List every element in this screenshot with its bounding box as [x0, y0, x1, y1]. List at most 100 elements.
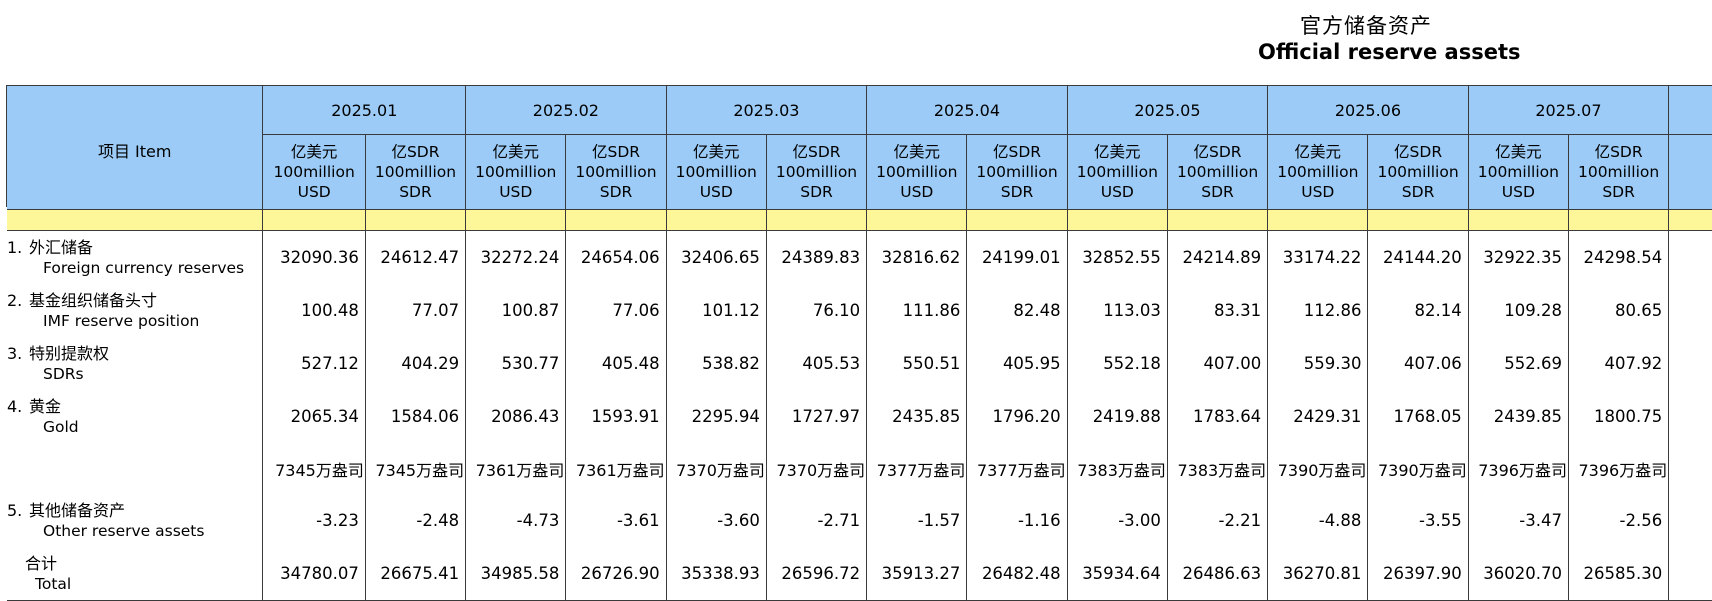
- sdr-unit-l3: SDR: [1201, 183, 1234, 201]
- usd-unit-l1: 亿美元: [492, 143, 539, 161]
- sdr-value-cell: 7390万盎司: [1367, 443, 1469, 494]
- sdr-value-cell: 24199.01: [966, 230, 1068, 284]
- filler-cell: [1668, 337, 1712, 390]
- month-header: 2025.07: [1467, 86, 1669, 135]
- usd-value-cell: 2295.94: [665, 390, 767, 443]
- usd-unit-l1: 亿美元: [290, 143, 338, 161]
- sdr-value-cell: 24298.54: [1567, 230, 1669, 284]
- filler-cell: [1668, 284, 1712, 337]
- usd-unit-l3: USD: [900, 183, 934, 201]
- sdr-value-cell: 24389.83: [765, 230, 867, 284]
- usd-value-cell: 33174.22: [1267, 230, 1368, 284]
- sdr-unit-l2: 100million: [775, 163, 858, 181]
- usd-value-cell: 559.30: [1267, 337, 1368, 390]
- month-header: 2025.02: [465, 86, 667, 135]
- sdr-value-cell: 7396万盎司: [1567, 443, 1669, 494]
- table-row: 7345万盎司 7345万盎司 7361万盎司 7361万盎司 7370万盎司 7370万…: [7, 443, 1712, 494]
- usd-unit-header: 亿美元 100million USD: [1467, 134, 1569, 210]
- table-row: 2. 基金组织储备头寸 IMF reserve position 100.48 77.0…: [7, 284, 1712, 337]
- month-header: 2025.06: [1267, 86, 1469, 135]
- row-number: 2.: [7, 290, 23, 310]
- sdr-unit-l1: 亿SDR: [591, 143, 641, 161]
- table-row: 5. 其他储备资产 Other reserve assets -3.23 -2.48 -4…: [7, 494, 1712, 547]
- usd-value-cell: 552.18: [1066, 337, 1168, 390]
- usd-value-cell: 32852.55: [1066, 230, 1168, 284]
- header-filler: [1668, 86, 1712, 135]
- table-row: 合计 Total 34780.07 26675.41 34985.58 26726.90 3…: [7, 547, 1712, 601]
- sdr-value-cell: 7345万盎司: [364, 443, 466, 494]
- sdr-value-cell: 1783.64: [1166, 390, 1268, 443]
- usd-unit-l2: 100million: [876, 163, 958, 181]
- table-row: 4. 黄金 Gold 2065.34 1584.06 2086.43 1593.91 2295…: [7, 390, 1712, 443]
- usd-unit-l1: 亿美元: [1094, 143, 1141, 161]
- sdr-value-cell: 405.95: [966, 337, 1068, 390]
- sdr-unit-l1: 亿SDR: [391, 143, 440, 161]
- row-label-zh-text: 其他储备资产: [29, 500, 126, 520]
- sdr-value-cell: 405.53: [765, 337, 867, 390]
- table-row: 3. 特别提款权 SDRs 527.12 404.29 530.77 405.48 538.8…: [7, 337, 1712, 390]
- sdr-unit-l3: SDR: [399, 183, 432, 201]
- usd-unit-l3: USD: [1301, 183, 1335, 201]
- usd-value-cell: 32272.24: [465, 230, 566, 284]
- usd-value-cell: 7383万盎司: [1066, 443, 1168, 494]
- usd-unit-l2: 100million: [675, 163, 757, 181]
- usd-value-cell: 527.12: [262, 337, 366, 390]
- usd-value-cell: 100.48: [262, 284, 366, 337]
- row-label-en: SDRs: [43, 364, 84, 383]
- sdr-unit-l2: 100million: [374, 163, 457, 181]
- table-row: 1. 外汇储备 Foreign currency reserves 32090.36 2…: [7, 230, 1712, 284]
- usd-value-cell: 2065.34: [262, 390, 366, 443]
- sdr-value-cell: -1.16: [966, 494, 1068, 547]
- row-label-zh: 2. 基金组织储备头寸: [7, 291, 262, 311]
- usd-value-cell: 35913.27: [866, 547, 967, 601]
- usd-unit-l3: USD: [1100, 183, 1134, 201]
- row-label-zh-text: 黄金: [29, 396, 62, 416]
- usd-value-cell: 113.03: [1066, 284, 1168, 337]
- usd-value-cell: 2435.85: [866, 390, 967, 443]
- sdr-unit-header: 亿SDR 100million SDR: [966, 134, 1068, 210]
- usd-value-cell: -4.73: [465, 494, 566, 547]
- usd-unit-header: 亿美元 100million USD: [665, 134, 767, 210]
- row-label-zh-text: 合计: [25, 553, 58, 573]
- sdr-value-cell: 405.48: [565, 337, 667, 390]
- sdr-value-cell: 407.00: [1166, 337, 1268, 390]
- header-filler: [1668, 134, 1712, 210]
- sdr-unit-header: 亿SDR 100million SDR: [364, 134, 466, 210]
- usd-unit-header: 亿美元 100million USD: [866, 134, 967, 210]
- usd-unit-header: 亿美元 100million USD: [465, 134, 566, 210]
- usd-unit-header: 亿美元 100million USD: [1066, 134, 1168, 210]
- usd-unit-l2: 100million: [1477, 163, 1559, 181]
- filler-cell: [1668, 494, 1712, 547]
- sdr-value-cell: 26486.63: [1166, 547, 1268, 601]
- separator-row: [7, 209, 1712, 231]
- sdr-value-cell: 26397.90: [1367, 547, 1469, 601]
- month-header: 2025.04: [866, 86, 1068, 135]
- usd-unit-l1: 亿美元: [1495, 143, 1542, 161]
- sdr-value-cell: -3.61: [565, 494, 667, 547]
- sdr-unit-l3: SDR: [1000, 183, 1034, 201]
- month-header: 2025.03: [665, 86, 867, 135]
- usd-value-cell: 36270.81: [1267, 547, 1368, 601]
- row-label-zh: 1. 外汇储备: [7, 238, 262, 258]
- usd-value-cell: 2429.31: [1267, 390, 1368, 443]
- sdr-unit-header: 亿SDR 100million SDR: [1367, 134, 1469, 210]
- row-label-en: Foreign currency reserves: [43, 258, 245, 277]
- usd-value-cell: -1.57: [866, 494, 967, 547]
- usd-unit-l1: 亿美元: [893, 143, 941, 161]
- sdr-value-cell: 7370万盎司: [765, 443, 867, 494]
- row-label-zh-text: 外汇储备: [29, 237, 94, 257]
- sdr-unit-l1: 亿SDR: [1394, 143, 1443, 161]
- usd-value-cell: -3.00: [1066, 494, 1168, 547]
- usd-value-cell: 109.28: [1467, 284, 1569, 337]
- usd-value-cell: 2419.88: [1066, 390, 1168, 443]
- row-number: 5.: [7, 500, 23, 520]
- usd-value-cell: 100.87: [465, 284, 566, 337]
- usd-unit-l1: 亿美元: [693, 143, 740, 161]
- sdr-unit-l1: 亿SDR: [993, 143, 1042, 161]
- sdr-value-cell: 26482.48: [966, 547, 1068, 601]
- item-column-header: 项目 Item: [7, 86, 264, 210]
- sdr-value-cell: 7377万盎司: [966, 443, 1068, 494]
- sdr-value-cell: 7361万盎司: [565, 443, 667, 494]
- usd-value-cell: 7361万盎司: [465, 443, 566, 494]
- sdr-value-cell: 1727.97: [765, 390, 867, 443]
